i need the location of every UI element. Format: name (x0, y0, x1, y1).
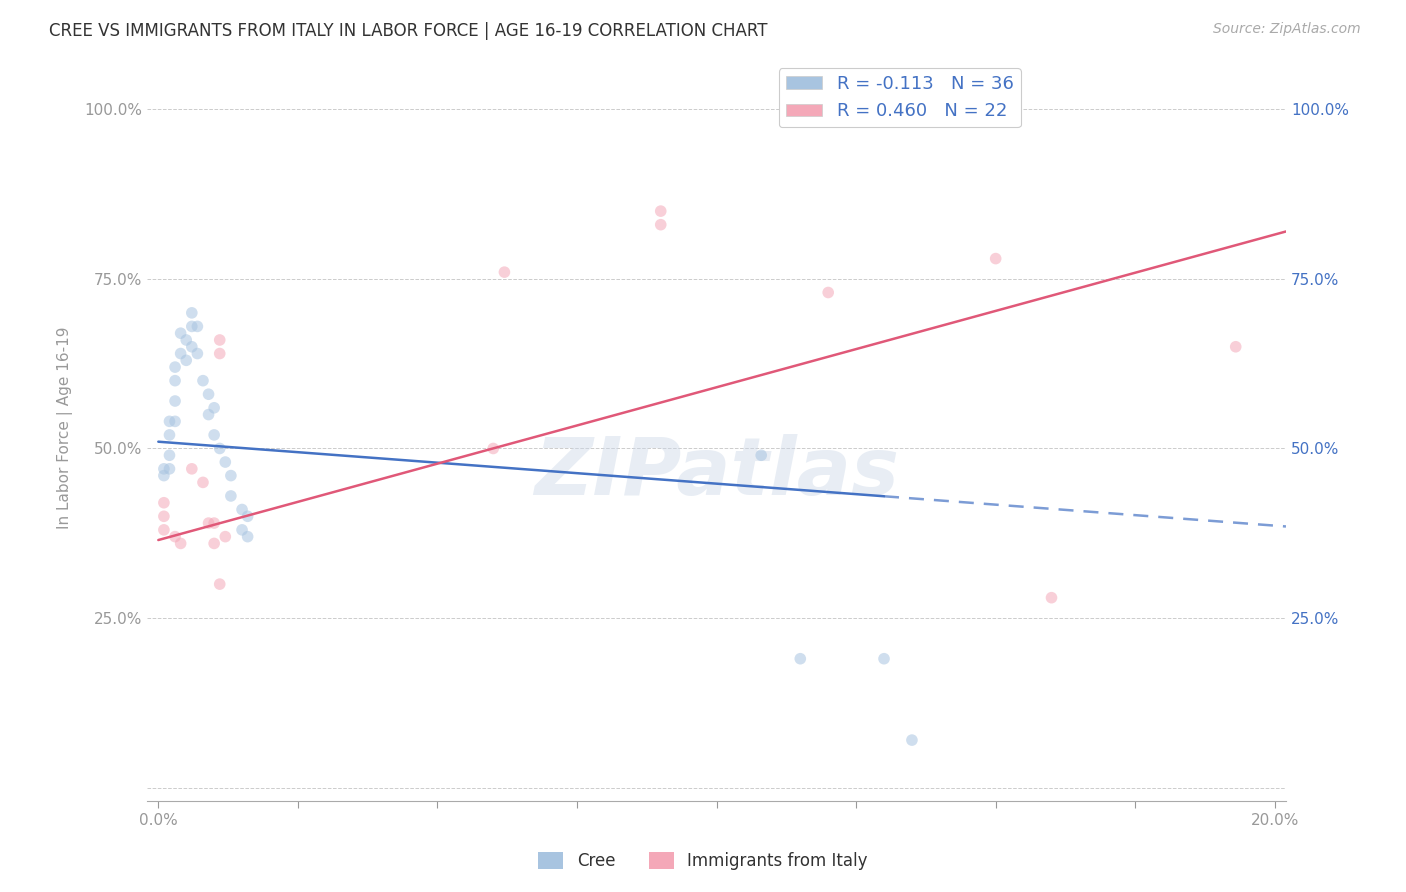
Point (153, 523, 176, 537)
Point (153, 509, 176, 524)
Point (197, 516, 219, 530)
Point (186, 346, 208, 360)
Point (231, 502, 253, 516)
Point (165, 414, 187, 428)
Point (153, 496, 176, 510)
Text: Source: ZipAtlas.com: Source: ZipAtlas.com (1213, 22, 1361, 37)
Point (165, 394, 187, 409)
Point (153, 462, 176, 476)
Point (1040, 591, 1063, 605)
Point (873, 651, 896, 665)
Point (180, 340, 202, 354)
Point (214, 530, 236, 544)
Legend: Cree, Immigrants from Italy: Cree, Immigrants from Italy (531, 845, 875, 877)
Point (159, 448, 181, 462)
Point (202, 401, 225, 415)
Point (208, 577, 231, 591)
Point (159, 414, 181, 428)
Point (197, 408, 219, 422)
Point (191, 475, 214, 490)
Point (208, 346, 231, 360)
Legend: R = -0.113   N = 36, R = 0.460   N = 22: R = -0.113 N = 36, R = 0.460 N = 22 (779, 68, 1021, 128)
Point (202, 536, 225, 550)
Text: ZIPatlas: ZIPatlas (534, 434, 898, 512)
Point (817, 285, 839, 300)
Point (219, 468, 242, 483)
Point (186, 319, 208, 334)
Point (650, 204, 672, 219)
Point (202, 428, 225, 442)
Point (180, 306, 202, 320)
Point (494, 265, 516, 279)
Point (789, 651, 811, 665)
Point (208, 442, 231, 456)
Point (1225, 340, 1247, 354)
Point (180, 462, 202, 476)
Point (174, 333, 197, 347)
Point (169, 346, 191, 360)
Point (159, 428, 181, 442)
Point (169, 326, 191, 341)
Point (165, 374, 187, 388)
Point (236, 530, 259, 544)
Point (482, 442, 505, 456)
Point (191, 374, 214, 388)
Point (169, 536, 191, 550)
Point (749, 448, 772, 462)
Text: CREE VS IMMIGRANTS FROM ITALY IN LABOR FORCE | AGE 16-19 CORRELATION CHART: CREE VS IMMIGRANTS FROM ITALY IN LABOR F… (49, 22, 768, 40)
Point (159, 462, 181, 476)
Point (208, 333, 231, 347)
Point (984, 252, 1007, 266)
Point (153, 468, 176, 483)
Point (236, 509, 259, 524)
Point (901, 733, 924, 747)
Point (219, 489, 242, 503)
Y-axis label: In Labor Force | Age 16-19: In Labor Force | Age 16-19 (58, 326, 73, 529)
Point (165, 360, 187, 375)
Point (174, 353, 197, 368)
Point (197, 387, 219, 401)
Point (202, 516, 225, 530)
Point (165, 530, 187, 544)
Point (231, 523, 253, 537)
Point (650, 218, 672, 232)
Point (180, 319, 202, 334)
Point (214, 455, 236, 469)
